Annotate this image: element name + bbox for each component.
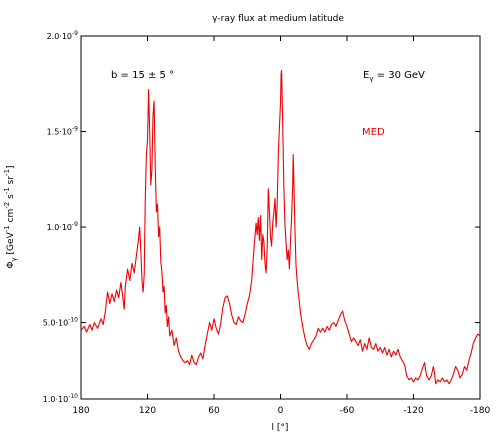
x-axis-ticks: 180 120 60 0 -60 -120 -180 — [72, 36, 490, 416]
y-tick-label: 1.5·10-9 — [47, 126, 79, 137]
y-tick-label: 2.0·10-9 — [47, 30, 79, 41]
x-tick-label: -180 — [470, 406, 491, 416]
chart-title: γ-ray flux at medium latitude — [212, 14, 344, 24]
x-axis-label: l [°] — [272, 423, 289, 433]
y-label-exp4: -1 — [3, 169, 11, 176]
y-label-exp3: -1 — [3, 187, 11, 194]
x-tick-label: 120 — [139, 406, 156, 416]
y-tick-label: 5.0·10-10 — [43, 317, 78, 328]
y-tick-label: 1.0·10-9 — [47, 221, 79, 232]
energy-sub: γ — [369, 75, 373, 83]
y-label-mid3: sr — [6, 176, 16, 188]
y-axis-label: Φγ [GeV-1 cm-2 s-1 sr-1] — [3, 165, 18, 268]
y-label-mid2: s — [6, 194, 16, 202]
y-tick-label-exp: -10 — [68, 393, 78, 400]
y-tick-label-exp: -9 — [72, 126, 78, 133]
legend-entry-med: MED — [362, 127, 385, 138]
y-tick-label-exp: -9 — [72, 221, 78, 228]
y-label-mid: cm — [6, 209, 16, 226]
y-label-base: Φ — [6, 261, 16, 268]
energy-base: E — [363, 70, 369, 81]
y-label-close: ] — [6, 165, 16, 169]
x-tick-label: 0 — [278, 406, 284, 416]
y-tick-label-base: 1.5·10 — [47, 128, 72, 137]
y-axis-ticks: 1.0·10-105.0·10-101.0·10-91.5·10-92.0·10… — [43, 30, 480, 404]
y-label-exp1: -1 — [3, 225, 11, 232]
x-tick-label: -60 — [340, 406, 355, 416]
y-tick-label-exp: -10 — [68, 317, 78, 324]
x-tick-label: 180 — [72, 406, 89, 416]
energy-value: = 30 GeV — [373, 70, 425, 81]
x-tick-label: -120 — [403, 406, 424, 416]
y-label-unit-open: [GeV — [6, 231, 16, 257]
y-tick-label: 1.0·10-10 — [43, 393, 78, 404]
y-tick-label-base: 1.0·10 — [47, 223, 72, 232]
y-tick-label-base: 5.0·10 — [43, 319, 68, 328]
y-label-sub: γ — [10, 257, 18, 261]
x-tick-label: 60 — [208, 406, 220, 416]
energy-annotation: Eγ = 30 GeV — [363, 70, 425, 83]
series-line-med — [81, 69, 480, 385]
latitude-annotation: b = 15 ± 5 ° — [111, 70, 174, 81]
y-tick-label-exp: -9 — [72, 30, 78, 37]
y-tick-label-base: 2.0·10 — [47, 32, 72, 41]
y-tick-label-base: 1.0·10 — [43, 395, 68, 404]
y-label-exp2: -2 — [3, 202, 11, 209]
